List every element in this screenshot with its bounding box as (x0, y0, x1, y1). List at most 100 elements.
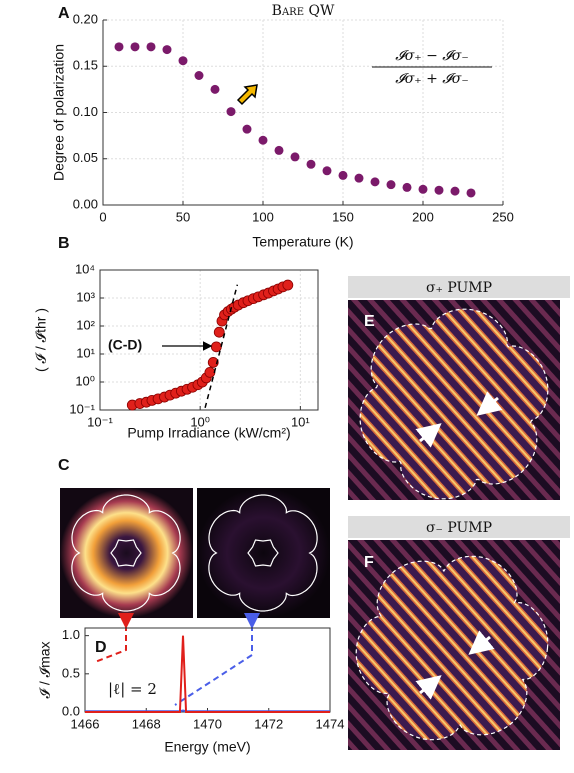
data-point (162, 45, 172, 55)
x-tick-label: 10⁰ (190, 414, 210, 429)
outline (71, 494, 181, 612)
y-tick-label: 0.20 (73, 11, 98, 26)
mode-image (60, 488, 193, 618)
data-point (207, 357, 219, 368)
y-tick-label: 10⁻¹ (69, 401, 95, 416)
x-tick-label: 1470 (193, 716, 222, 731)
x-tick-label: 10⁻¹ (87, 414, 113, 429)
arrow (468, 630, 495, 655)
arrow (415, 423, 442, 448)
outlines (71, 494, 318, 612)
x-tick-label: 1468 (132, 716, 161, 731)
panel-label: B (58, 235, 70, 252)
arrow (415, 675, 442, 700)
panel-label: E (364, 313, 375, 330)
annotation: 𝓘σ₊ + 𝓘σ₋ (395, 71, 468, 87)
data-point (434, 185, 444, 195)
y-axis-label: ( 𝓘 / 𝓘thr ) (33, 308, 49, 372)
y-tick-label: 10⁰ (75, 373, 95, 388)
data-point (282, 279, 294, 291)
y-tick-label: 0.00 (73, 196, 98, 211)
data-point (306, 159, 316, 169)
x-axis-label: Pump Irradiance (kW/cm²) (127, 425, 290, 441)
y-tick-label: 0.15 (73, 58, 98, 73)
data-point (258, 135, 268, 145)
y-tick-label: 10² (76, 317, 95, 332)
panel-label: F (364, 554, 374, 571)
outline (208, 494, 318, 612)
pattern-region (356, 556, 548, 740)
y-tick-label: 10⁴ (75, 261, 95, 276)
x-tick-label: 250 (492, 209, 514, 224)
series-line (85, 635, 330, 713)
data-point (178, 56, 188, 66)
panel-label: A (58, 5, 70, 22)
x-tick-label: 1472 (254, 716, 283, 731)
link-arrow (94, 613, 134, 663)
link-arrow (174, 613, 260, 706)
panel-label: C (58, 457, 70, 474)
outline (110, 539, 142, 567)
y-tick-label: 0.5 (62, 665, 80, 680)
annotation: 𝓘σ₊ − 𝓘σ₋ (395, 48, 468, 64)
x-axis-label: Temperature (K) (252, 234, 353, 250)
y-tick-label: 10³ (76, 289, 95, 304)
annotation: |ℓ| = 2 (108, 680, 157, 698)
data-point (114, 42, 124, 52)
x-tick-label: 1466 (71, 716, 100, 731)
y-axis-label: Degree of polarization (51, 44, 67, 181)
y-tick-label: 0.0 (62, 703, 80, 718)
data-point (226, 107, 236, 117)
data-point (194, 71, 204, 80)
outline (247, 539, 279, 567)
data-point (466, 188, 476, 198)
x-axis-label: Energy (meV) (164, 739, 250, 755)
plot-frame (84, 627, 331, 713)
data-point (274, 145, 284, 155)
fit-line (204, 284, 239, 408)
x-tick-label: 50 (176, 209, 190, 224)
data-point (354, 173, 364, 183)
image-title: σ₋ PUMP (426, 520, 492, 536)
y-tick-label: 1.0 (62, 627, 80, 642)
image-title: σ₊ PUMP (426, 280, 492, 296)
x-tick-label: 1474 (316, 716, 345, 731)
annotation: (C-D) (108, 337, 142, 353)
data-point (210, 84, 220, 94)
data-point (386, 180, 396, 190)
image-header (348, 516, 570, 538)
data-point (402, 182, 412, 192)
data-point (204, 367, 216, 378)
axes (102, 20, 503, 206)
data-point (290, 152, 300, 162)
data-point (210, 341, 222, 353)
chart-title: Bare QW (272, 3, 335, 19)
y-tick-label: 0.05 (73, 150, 98, 165)
data-point (450, 186, 460, 196)
data-point (130, 42, 140, 52)
data-point (338, 170, 348, 180)
mode-image (197, 488, 330, 618)
data-point (370, 177, 380, 187)
outline (355, 555, 549, 741)
data-point (146, 42, 156, 52)
image-overlays (355, 308, 549, 741)
x-tick-label: 0 (99, 209, 106, 224)
y-tick-label: 0.10 (73, 104, 98, 119)
highlight-arrow (236, 84, 258, 106)
plot-frame (99, 269, 319, 411)
y-tick-label: 10¹ (76, 345, 95, 360)
image-header (348, 276, 570, 298)
x-tick-label: 100 (252, 209, 274, 224)
y-axis-label: 𝓘 / 𝓘max (37, 641, 53, 698)
panel-label: D (95, 639, 107, 656)
x-tick-label: 200 (412, 209, 434, 224)
x-tick-label: 10¹ (291, 414, 310, 429)
data-point (213, 326, 225, 338)
x-tick-label: 150 (332, 209, 354, 224)
data-point (418, 184, 428, 194)
arrow (476, 391, 503, 416)
data-point (242, 124, 252, 134)
pattern-region (360, 309, 548, 499)
